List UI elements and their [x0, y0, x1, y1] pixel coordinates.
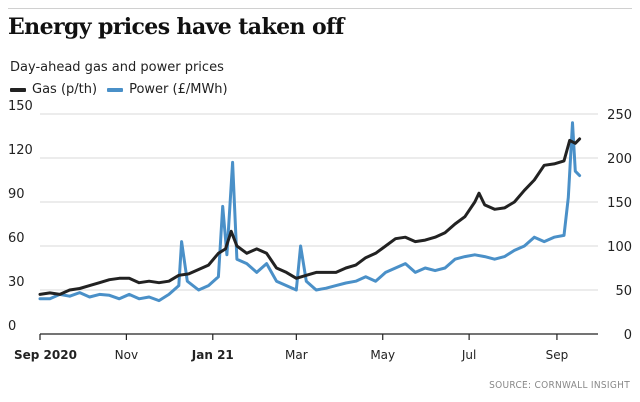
- y-left-tick-label: 0: [8, 319, 16, 334]
- chart-title: Energy prices have taken off: [8, 14, 344, 40]
- top-rule: [8, 8, 632, 9]
- series-line-power: [38, 121, 582, 303]
- tick-labels: 0 30 60 90 120 150 0 50 100 150 200 250 Sep 2020 Nov J…: [8, 99, 632, 362]
- y-left-tick-label: 60: [8, 231, 25, 246]
- axes: [39, 333, 598, 340]
- x-tick-label: Mar: [285, 348, 308, 362]
- chart-subtitle: Day-ahead gas and power prices: [10, 60, 224, 75]
- y-right-tick-label: 50: [615, 284, 632, 299]
- y-left-tick-label: 90: [8, 187, 25, 202]
- x-tick-label: May: [370, 348, 395, 362]
- y-left-tick-label: 120: [8, 143, 33, 158]
- x-tick-label: Sep: [546, 348, 569, 362]
- series-line-gas: [38, 137, 582, 296]
- legend-item-gas: Gas (p/th): [10, 82, 97, 97]
- x-tick-label: Nov: [115, 348, 138, 362]
- y-right-tick-label: 150: [607, 196, 632, 211]
- x-tick-label: Jan 21: [191, 348, 234, 362]
- source-note: SOURCE: CORNWALL INSIGHT: [489, 380, 630, 391]
- legend-item-power: Power (£/MWh): [107, 82, 228, 97]
- y-right-tick-label: 250: [607, 108, 632, 123]
- x-tick-label: Jul: [461, 348, 476, 362]
- y-left-tick-label: 150: [8, 99, 33, 114]
- series: [38, 121, 582, 303]
- y-right-tick-label: 100: [607, 240, 632, 255]
- legend-swatch-power: [107, 87, 124, 92]
- gridlines: [40, 113, 598, 291]
- legend-swatch-gas: [10, 87, 26, 92]
- y-left-tick-label: 30: [8, 275, 25, 290]
- x-tick-label: Sep 2020: [14, 348, 77, 362]
- y-right-tick-label: 200: [607, 152, 632, 167]
- legend-label-gas: Gas (p/th): [32, 82, 98, 97]
- legend-label-power: Power (£/MWh): [129, 82, 228, 97]
- y-right-tick-label: 0: [624, 328, 632, 343]
- chart-legend: Gas (p/th) Power (£/MWh): [10, 82, 238, 97]
